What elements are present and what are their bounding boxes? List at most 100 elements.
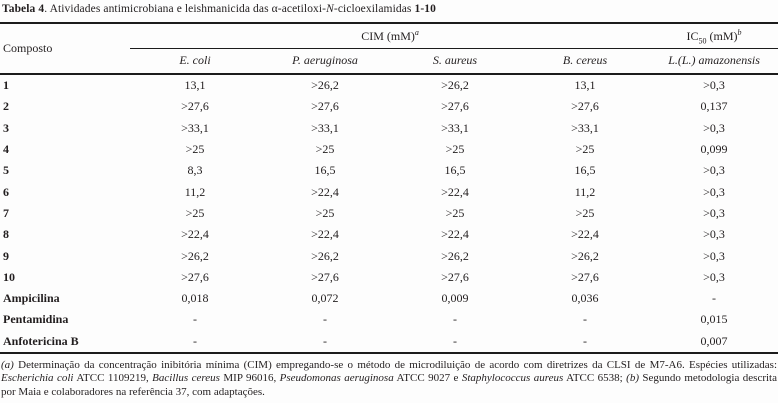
table-row: 8 >22,4 >22,4 >22,4 >22,4 >0,3 <box>0 224 778 245</box>
value-cell: >22,4 <box>441 184 469 199</box>
compound-label: 4 <box>3 142 9 157</box>
value-cell: >22,4 <box>311 184 339 199</box>
species-name-bcereus: Bacillus cereus <box>152 372 220 385</box>
table-row: 9 >26,2 >26,2 >26,2 >26,2 >0,3 <box>0 245 778 266</box>
table-row: 1 13,1 >26,2 >26,2 13,1 >0,3 <box>0 74 778 96</box>
compound-label: 6 <box>3 184 9 199</box>
table-body: 1 13,1 >26,2 >26,2 13,1 >0,3 2 >27,6 >27,6 >27,6 >… <box>0 74 778 353</box>
value-cell: >25 <box>575 205 595 220</box>
compound-label: Ampicilina <box>3 291 60 306</box>
value-cell: >27,6 <box>571 269 599 284</box>
table-footnote: (a) Determinação da concentração inibitó… <box>0 354 778 400</box>
value-cell: >0,3 <box>703 205 725 220</box>
value-cell: >27,6 <box>571 99 599 114</box>
value-cell: >33,1 <box>571 120 599 135</box>
footnote-ref-a: a <box>414 28 419 37</box>
value-cell: >26,2 <box>441 78 469 93</box>
value-cell: >25 <box>185 205 205 220</box>
value-cell: >26,2 <box>571 248 599 263</box>
footnote-a-text-2: ATCC 1109219, <box>73 372 153 385</box>
species-name-ecoli: Escherichia coli <box>1 372 74 385</box>
value-cell: 13,1 <box>574 78 596 93</box>
cim-label: CIM (mM) <box>361 29 415 43</box>
cim-group-header: CIM (mM)a <box>130 23 651 49</box>
table-row: 7 >25 >25 >25 >25 >0,3 <box>0 203 778 224</box>
value-cell: 0,007 <box>700 333 728 348</box>
value-cell: 0,099 <box>700 142 728 157</box>
compound-label: 7 <box>3 205 9 220</box>
value-cell: 0,009 <box>441 291 469 306</box>
footnote-b-text: Segundo metodologia descrita por Maia e … <box>1 372 777 398</box>
value-cell: >33,1 <box>181 120 209 135</box>
species-name-paeruginosa: Pseudomonas aeruginosa <box>279 372 394 385</box>
footnote-a-text-5: ATCC 6538; <box>563 372 627 385</box>
footnote-a-text-1: Determinação da concentração inibitória … <box>13 358 777 371</box>
table-title: Tabela 4. Atividades antimicrobiana e le… <box>0 0 778 22</box>
value-cell: >0,3 <box>703 120 725 135</box>
value-cell: >26,2 <box>311 78 339 93</box>
value-cell: >25 <box>185 142 205 157</box>
value-cell: - <box>193 312 197 327</box>
value-cell: - <box>712 291 717 306</box>
footnote-a-text-4: ATCC 9027 e <box>393 372 462 385</box>
title-compound-range: 1-10 <box>414 3 436 15</box>
table-row: 4 >25 >25 >25 >25 0,099 <box>0 139 778 160</box>
value-cell: >27,6 <box>181 99 209 114</box>
table-row: 5 8,3 16,5 16,5 16,5 >0,3 <box>0 160 778 181</box>
value-cell: >26,2 <box>311 248 339 263</box>
table-header: Composto CIM (mM)a IC50 (mM)b E. coli P.… <box>0 23 778 75</box>
group-header-row: Composto CIM (mM)a IC50 (mM)b <box>0 23 778 75</box>
value-cell: >33,1 <box>311 120 339 135</box>
compound-label: Anfotericina B <box>3 333 79 348</box>
value-cell: >22,4 <box>181 227 209 242</box>
value-cell: >0,3 <box>703 248 725 263</box>
results-table: Composto CIM (mM)a IC50 (mM)b E. coli P.… <box>0 22 778 354</box>
value-cell: 11,2 <box>184 184 206 199</box>
value-cell: >0,3 <box>703 269 725 284</box>
title-italic-n: N <box>326 3 334 15</box>
title-text-b: -cicloexilamidas <box>333 3 415 15</box>
value-cell: - <box>453 333 457 348</box>
table-row: Ampicilina 0,018 0,072 0,009 0,036 - <box>0 288 778 309</box>
footnote-marker-b: (b) <box>626 372 639 385</box>
compound-label: 10 <box>3 269 15 284</box>
value-cell: 0,137 <box>700 99 728 114</box>
value-cell: - <box>323 333 327 348</box>
value-cell: >0,3 <box>703 184 725 199</box>
value-cell: 0,015 <box>700 312 728 327</box>
value-cell: >27,6 <box>181 269 209 284</box>
value-cell: 13,1 <box>184 78 206 93</box>
value-cell: 16,5 <box>574 163 596 178</box>
column-header-saureus: S. aureus <box>390 48 520 75</box>
value-cell: 0,036 <box>571 291 599 306</box>
value-cell: 16,5 <box>314 163 336 178</box>
species-name-saureus: Staphylococcus aureus <box>461 372 564 385</box>
ic50-group-header: IC50 (mM)b <box>650 23 778 49</box>
value-cell: >27,6 <box>311 269 339 284</box>
value-cell: >27,6 <box>441 269 469 284</box>
compound-label: 5 <box>3 163 9 178</box>
value-cell: - <box>193 333 197 348</box>
value-cell: - <box>323 312 327 327</box>
value-cell: >0,3 <box>703 227 725 242</box>
table-number: Tabela 4 <box>2 3 45 15</box>
ic50-subscript: 50 <box>698 36 707 46</box>
value-cell: >25 <box>445 205 465 220</box>
value-cell: >25 <box>575 142 595 157</box>
value-cell: >22,4 <box>311 227 339 242</box>
compound-label: Pentamidina <box>3 312 69 327</box>
value-cell: >22,4 <box>441 227 469 242</box>
value-cell: 0,072 <box>311 291 339 306</box>
value-cell: >27,6 <box>441 99 469 114</box>
value-cell: 16,5 <box>444 163 466 178</box>
table-row: Pentamidina - - - - 0,015 <box>0 309 778 330</box>
title-text-a: . Atividades antimicrobiana e leishmanic… <box>44 3 327 15</box>
ic50-unit: (mM) <box>706 29 738 43</box>
column-header-lamazonensis: L.(L.) amazonensis <box>650 48 778 75</box>
table-row: Anfotericina B - - - - 0,007 <box>0 331 778 353</box>
value-cell: >26,2 <box>441 248 469 263</box>
compound-label: 1 <box>3 78 9 93</box>
species-header-row: E. coli P. aeruginosa S. aureus B. cereu… <box>0 48 778 75</box>
footnote-marker-a: (a) <box>1 358 14 371</box>
